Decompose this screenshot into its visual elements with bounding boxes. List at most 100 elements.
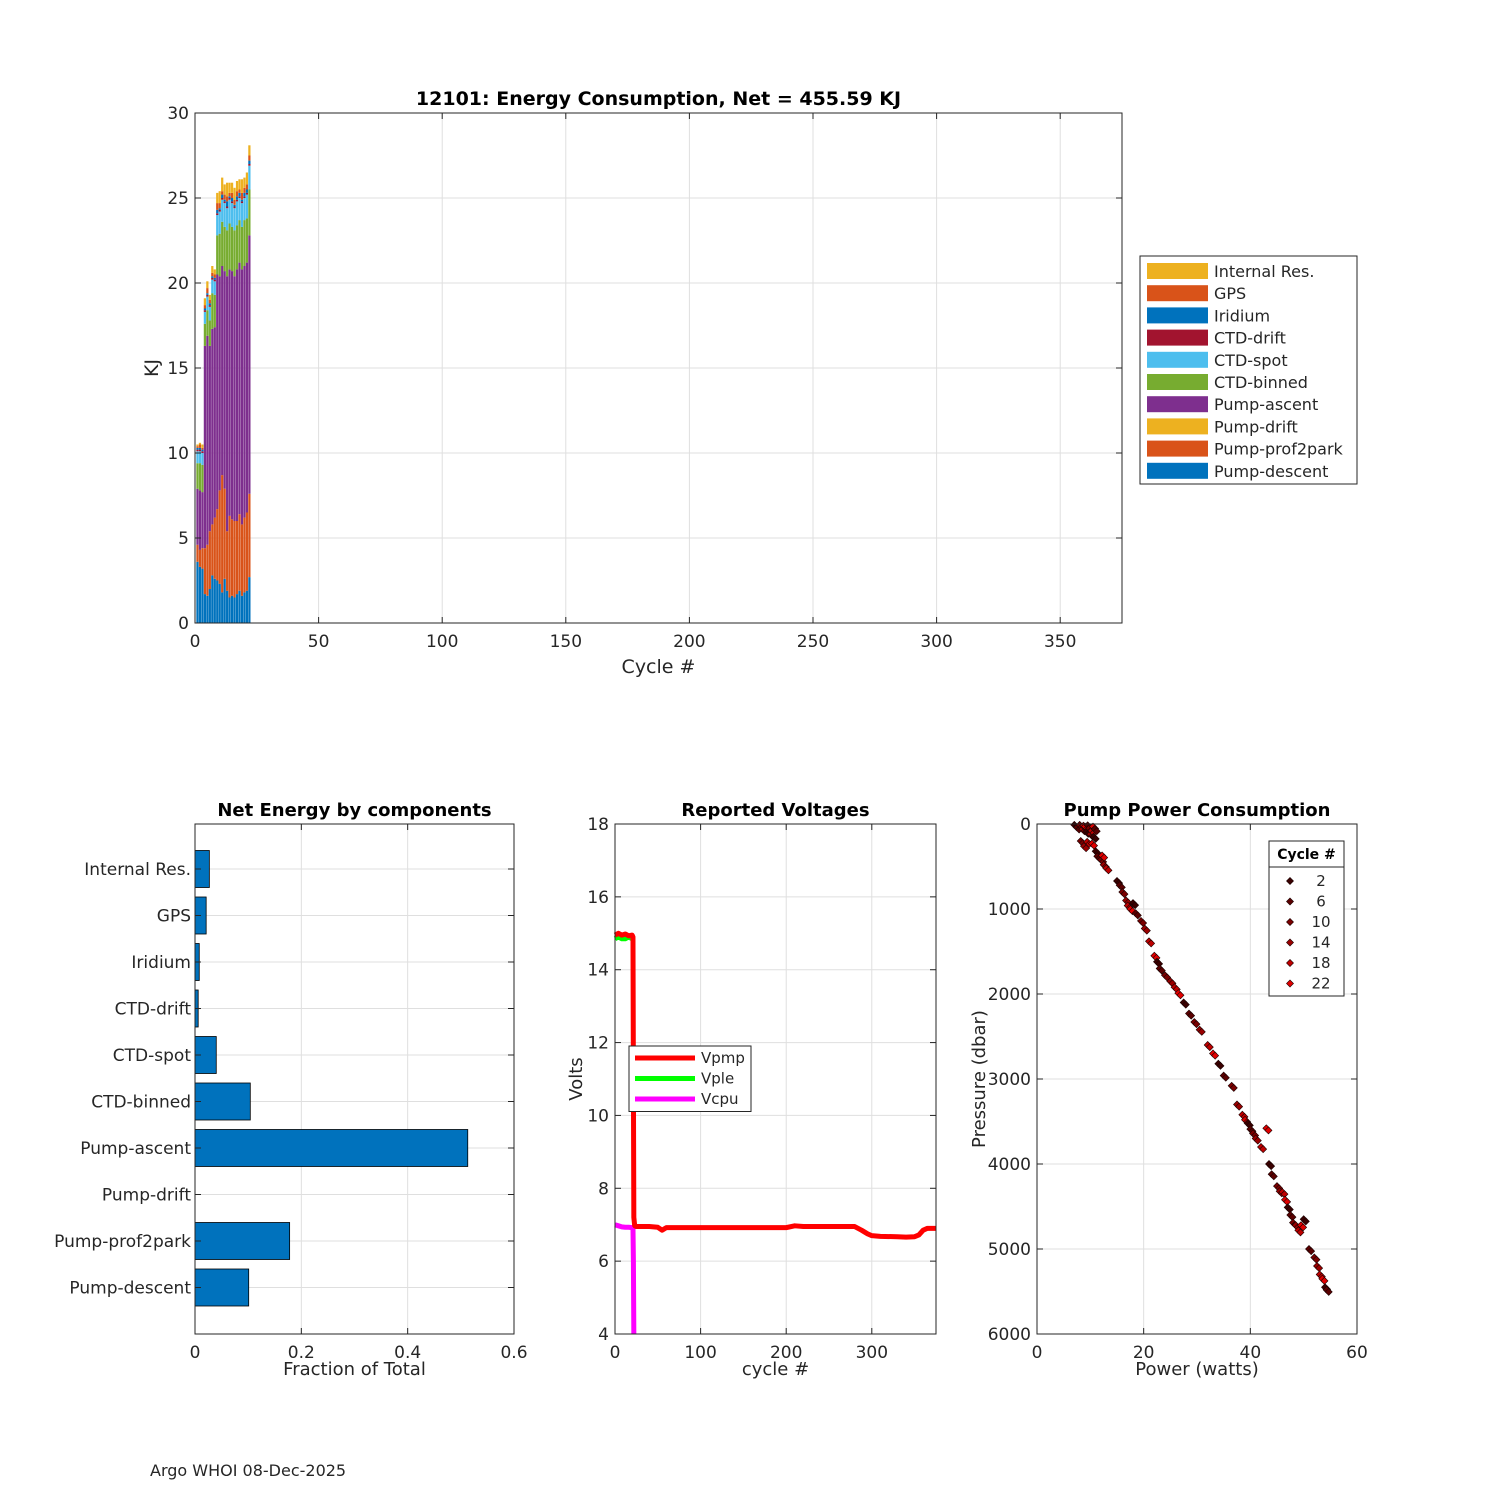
energy-bar-ctd-drift (240, 201, 244, 204)
energy-legend-label: CTD-spot (1214, 351, 1288, 370)
pump-point (1229, 1083, 1238, 1092)
energy-bar-pump-prof2park (233, 521, 236, 598)
pump-point (1280, 1190, 1289, 1199)
pump-ytick-label: 3000 (988, 1070, 1031, 1090)
pump-legend-label: 14 (1311, 934, 1330, 952)
pump-legend-marker (1286, 979, 1294, 988)
volts-ylabel: Volts (566, 1057, 587, 1100)
energy-bar-pump-ascent (221, 266, 224, 476)
energy-bar-pump-ascent (206, 335, 209, 545)
energy-bar-iridium (233, 204, 236, 207)
pump-point (1192, 1020, 1201, 1029)
energy-bar-gps (208, 300, 211, 304)
energy-bar-ctd-drift (230, 201, 234, 204)
energy-bar-pump-prof2park (223, 488, 226, 579)
energy-bar-iridium (198, 447, 202, 450)
energy-bar-iridium (196, 447, 199, 450)
energy-bar-internal-res- (248, 145, 251, 156)
volts-ytick-label: 10 (587, 1106, 609, 1126)
energy-bar-pump-prof2park (245, 512, 249, 591)
energy-bar-ctd-binned (213, 294, 216, 328)
energy-bar-iridium (211, 276, 214, 278)
fraction-category-label: CTD-drift (115, 1000, 192, 1020)
energy-bar-pump-descent (198, 566, 202, 623)
energy-xtick-label: 150 (550, 632, 582, 652)
energy-bar-pump-prof2park (240, 524, 244, 596)
pump-point (1117, 883, 1126, 892)
energy-bar-pump-ascent (223, 271, 226, 489)
energy-bar-ctd-binned (238, 220, 241, 263)
energy-legend-label: Pump-prof2park (1214, 440, 1344, 459)
energy-legend-swatch (1147, 285, 1208, 302)
energy-bar-ctd-spot (228, 199, 231, 224)
pump-point (1307, 1247, 1316, 1256)
pump-point (1176, 991, 1185, 1000)
volts-frame (614, 823, 937, 1335)
energy-bar-iridium (218, 208, 221, 210)
volts-ytick-label: 4 (598, 1325, 609, 1345)
volts-ytick-label: 8 (598, 1179, 609, 1199)
energy-bar-pump-ascent (248, 235, 251, 494)
fraction-xtick-label: 0.4 (394, 1343, 421, 1363)
energy-bar-gps (203, 305, 207, 309)
energy-bar-gps (221, 191, 224, 195)
pump-point (1211, 1051, 1220, 1060)
energy-bar-pump-ascent (203, 345, 207, 549)
energy-legend-swatch (1147, 329, 1208, 346)
energy-bar-ctd-drift (201, 451, 204, 453)
pump-point (1157, 966, 1166, 975)
energy-legend-swatch (1147, 418, 1208, 435)
energy-bar-internal-res- (230, 182, 234, 193)
pump-legend-marker (1286, 877, 1294, 885)
fraction-category-label: Pump-descent (69, 1279, 191, 1299)
fraction-bar-pump-descent (194, 1268, 250, 1307)
energy-bar-pump-ascent (233, 276, 236, 521)
energy-xlabel: Cycle # (622, 656, 696, 678)
energy-bar-ctd-spot (206, 296, 209, 311)
pump-ytick-label: 6000 (988, 1325, 1031, 1345)
energy-bar-ctd-binned (233, 230, 236, 277)
pump-point (1315, 1264, 1324, 1273)
energy-bar-pump-ascent (198, 490, 202, 550)
pump-ytick-label: 5000 (988, 1240, 1031, 1260)
pump-legend-marker (1286, 897, 1294, 906)
energy-bar-pump-descent (216, 580, 219, 623)
energy-bar-ctd-binned (198, 463, 202, 491)
pump-point (1104, 866, 1113, 875)
pump-ytick-label: 2000 (988, 985, 1031, 1005)
energy-xtick-label: 0 (190, 632, 201, 652)
energy-bar-ctd-spot (248, 165, 251, 190)
energy-bar-ctd-spot (238, 198, 241, 221)
energy-bar-pump-descent (208, 589, 211, 623)
pump-xlabel: Power (watts) (1135, 1359, 1258, 1380)
pump-point (1269, 1172, 1278, 1181)
fraction-xlabel: Fraction of Total (283, 1359, 426, 1380)
energy-bar-iridium (201, 449, 204, 452)
energy-bar-pump-prof2park (238, 514, 241, 591)
energy-bar-iridium (235, 196, 239, 200)
pump-legend-label: 10 (1311, 913, 1330, 931)
pump-point (1301, 1217, 1310, 1226)
pump-point (1264, 1126, 1273, 1135)
energy-bar-internal-res- (221, 177, 224, 192)
energy-ylabel: KJ (141, 359, 163, 377)
energy-bar-ctd-drift (198, 449, 202, 452)
pump-legend-label: 2 (1316, 872, 1326, 890)
energy-bar-gps (226, 196, 229, 202)
volts-ytick-label: 16 (587, 888, 609, 908)
fraction-category-label: Pump-prof2park (54, 1232, 191, 1252)
energy-bar-ctd-drift (218, 209, 221, 212)
energy-bar-pump-descent (223, 578, 226, 623)
energy-bar-ctd-binned (245, 218, 249, 263)
energy-bar-internal-res- (238, 179, 241, 190)
pump-point (1100, 853, 1109, 862)
volts-ytick-label: 12 (587, 1034, 609, 1054)
pump-xtick-label: 0 (1032, 1343, 1043, 1363)
energy-bar-internal-res- (226, 182, 229, 197)
energy-bar-gps (245, 184, 249, 190)
energy-bar-gps (238, 189, 241, 193)
energy-bar-ctd-drift (213, 279, 216, 282)
energy-bar-internal-res- (203, 298, 207, 306)
pump-ytick-label: 0 (1020, 815, 1031, 835)
energy-bar-internal-res- (223, 184, 226, 195)
